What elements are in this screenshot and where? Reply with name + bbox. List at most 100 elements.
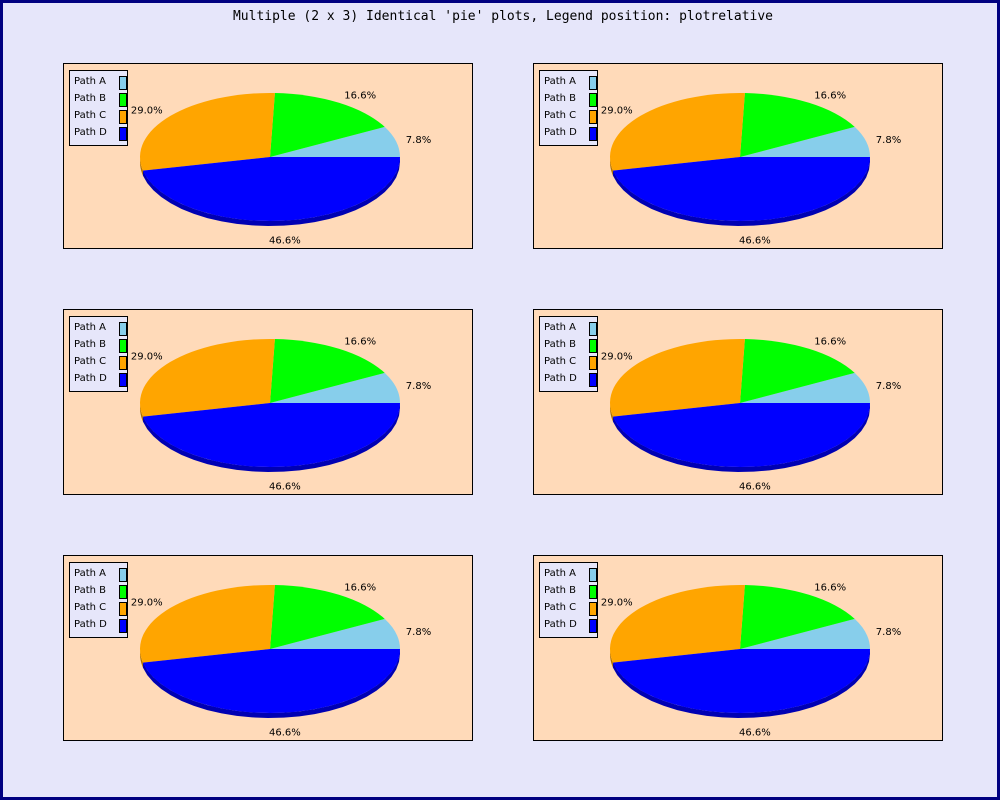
pie-slice-path-c xyxy=(610,93,745,171)
pie-chart: 7.8% 16.6% 29.0% 46.6% xyxy=(601,582,901,739)
legend-label: Path A xyxy=(74,568,106,579)
legend-entry: Path B xyxy=(74,583,127,600)
legend-label: Path C xyxy=(544,602,577,613)
pie-panel-3: 7.8% 16.6% 29.0% 46.6% Path A Path B Path C Pat… xyxy=(63,309,473,495)
pie-side-path-c xyxy=(610,649,613,668)
legend-label: Path A xyxy=(544,322,576,333)
legend-entry: Path C xyxy=(74,600,127,617)
slice-value-label: 46.6% xyxy=(739,728,771,739)
legend-entry: Path C xyxy=(544,600,597,617)
pie-slice-path-b xyxy=(740,339,855,403)
legend-swatch xyxy=(589,373,597,387)
legend-entry: Path A xyxy=(74,566,127,583)
legend-entry: Path C xyxy=(544,354,597,371)
legend-entry: Path B xyxy=(544,337,597,354)
slice-value-label: 29.0% xyxy=(601,352,633,363)
pie-slice-path-c xyxy=(140,585,275,663)
legend-label: Path C xyxy=(74,602,107,613)
slice-value-label: 46.6% xyxy=(269,236,301,247)
legend-label: Path C xyxy=(74,110,107,121)
legend-label: Path D xyxy=(74,127,107,138)
slice-value-label: 16.6% xyxy=(344,90,376,101)
slice-value-label: 7.8% xyxy=(406,381,431,392)
pie-chart: 7.8% 16.6% 29.0% 46.6% xyxy=(601,90,901,246)
legend-swatch xyxy=(589,127,597,141)
pie-side-path-c xyxy=(140,157,143,176)
pie-side-path-c xyxy=(140,403,143,422)
legend-entry: Path C xyxy=(74,354,127,371)
pie-slice-path-c xyxy=(140,93,275,171)
legend-entry: Path D xyxy=(544,617,597,634)
slice-value-label: 16.6% xyxy=(344,336,376,347)
pie-panel-2: 7.8% 16.6% 29.0% 46.6% Path A Path B Path C Pat… xyxy=(533,63,943,249)
legend-swatch xyxy=(589,602,597,616)
legend-label: Path B xyxy=(74,339,107,350)
pie-slice-path-d xyxy=(612,157,870,221)
legend-swatch xyxy=(119,93,127,107)
legend-swatch xyxy=(119,76,127,90)
pie-slice-path-c xyxy=(140,339,275,417)
legend-entry: Path D xyxy=(74,125,127,142)
legend-label: Path C xyxy=(544,110,577,121)
slice-value-label: 7.8% xyxy=(876,135,901,146)
slice-value-label: 7.8% xyxy=(876,627,901,638)
legend-label: Path B xyxy=(74,585,107,596)
pie-slice-path-a xyxy=(270,372,400,403)
pie-slice-path-a xyxy=(270,618,400,649)
legend-entry: Path B xyxy=(544,91,597,108)
slice-value-label: 46.6% xyxy=(269,482,301,493)
pie-slice-path-b xyxy=(740,93,855,157)
pie-slice-path-a xyxy=(740,126,870,157)
pie-panel-6: 7.8% 16.6% 29.0% 46.6% Path A Path B Path C Pat… xyxy=(533,555,943,741)
pie-slice-path-c xyxy=(610,339,745,417)
pie-side-path-c xyxy=(610,157,613,176)
slice-value-label: 46.6% xyxy=(269,728,301,739)
legend-entry: Path A xyxy=(544,74,597,91)
legend-label: Path D xyxy=(544,373,577,384)
legend-entry: Path A xyxy=(74,320,127,337)
legend-entry: Path A xyxy=(544,566,597,583)
legend-swatch xyxy=(119,568,127,582)
legend-swatch xyxy=(119,602,127,616)
legend-swatch xyxy=(589,93,597,107)
legend-label: Path C xyxy=(544,356,577,367)
legend: Path A Path B Path C Path D xyxy=(539,562,598,638)
legend-entry: Path B xyxy=(74,91,127,108)
pie-slice-path-b xyxy=(740,585,855,649)
legend-label: Path B xyxy=(544,93,577,104)
legend-entry: Path C xyxy=(544,108,597,125)
legend: Path A Path B Path C Path D xyxy=(69,562,128,638)
slice-value-label: 16.6% xyxy=(814,582,846,593)
legend-swatch xyxy=(119,585,127,599)
legend-swatch xyxy=(119,339,127,353)
legend: Path A Path B Path C Path D xyxy=(539,316,598,392)
pie-slice-path-b xyxy=(270,93,385,157)
slice-value-label: 29.0% xyxy=(131,106,163,117)
legend-swatch xyxy=(589,356,597,370)
legend-entry: Path B xyxy=(74,337,127,354)
legend-entry: Path D xyxy=(544,125,597,142)
pie-chart: 7.8% 16.6% 29.0% 46.6% xyxy=(131,582,431,739)
legend-label: Path D xyxy=(544,619,577,630)
legend-swatch xyxy=(589,110,597,124)
legend-entry: Path D xyxy=(74,371,127,388)
legend-label: Path A xyxy=(544,76,576,87)
pie-slice-path-c xyxy=(610,585,745,663)
legend-label: Path C xyxy=(74,356,107,367)
pie-slice-path-d xyxy=(142,157,400,221)
legend-entry: Path D xyxy=(74,617,127,634)
legend-swatch xyxy=(589,339,597,353)
pie-slice-path-b xyxy=(270,339,385,403)
pie-chart: 7.8% 16.6% 29.0% 46.6% xyxy=(601,336,901,492)
legend-swatch xyxy=(119,356,127,370)
pie-chart: 7.8% 16.6% 29.0% 46.6% xyxy=(131,90,431,247)
pie-panel-5: 7.8% 16.6% 29.0% 46.6% Path A Path B Path C Pat… xyxy=(63,555,473,741)
legend-swatch xyxy=(119,322,127,336)
legend-label: Path B xyxy=(74,93,107,104)
pie-slice-path-d xyxy=(142,649,400,713)
slice-value-label: 29.0% xyxy=(131,352,163,363)
slice-value-label: 7.8% xyxy=(876,381,901,392)
pie-side-path-c xyxy=(140,649,143,668)
legend-label: Path B xyxy=(544,585,577,596)
